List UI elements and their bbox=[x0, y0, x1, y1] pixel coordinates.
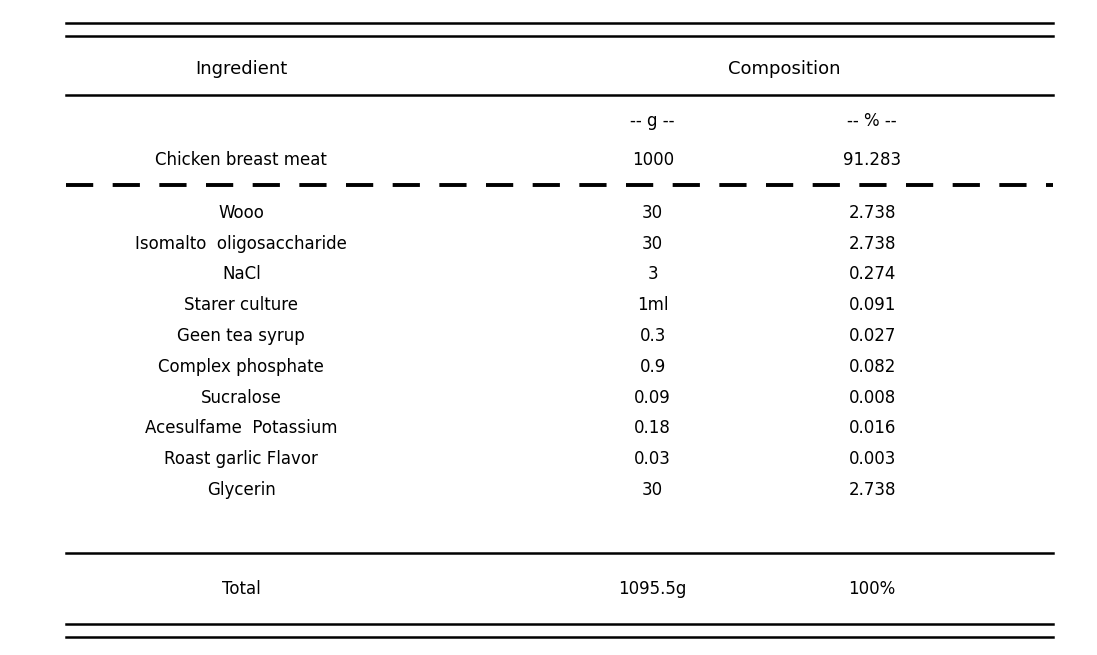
Text: Geen tea syrup: Geen tea syrup bbox=[178, 327, 305, 345]
Text: 0.027: 0.027 bbox=[848, 327, 896, 345]
Text: 0.3: 0.3 bbox=[640, 327, 666, 345]
Text: 3: 3 bbox=[647, 265, 658, 284]
Text: 1ml: 1ml bbox=[637, 296, 668, 314]
Text: 0.18: 0.18 bbox=[634, 419, 671, 438]
Text: Ingredient: Ingredient bbox=[195, 60, 287, 78]
Text: -- g --: -- g -- bbox=[631, 112, 675, 130]
Text: Roast garlic Flavor: Roast garlic Flavor bbox=[165, 450, 318, 468]
Text: Composition: Composition bbox=[728, 60, 840, 78]
Text: 0.016: 0.016 bbox=[848, 419, 896, 438]
Text: 1000: 1000 bbox=[632, 151, 674, 170]
Text: 2.738: 2.738 bbox=[848, 234, 896, 253]
Text: 2.738: 2.738 bbox=[848, 481, 896, 499]
Text: Chicken breast meat: Chicken breast meat bbox=[156, 151, 327, 170]
Text: 91.283: 91.283 bbox=[844, 151, 901, 170]
Text: 0.274: 0.274 bbox=[848, 265, 896, 284]
Text: Glycerin: Glycerin bbox=[207, 481, 275, 499]
Text: 30: 30 bbox=[642, 234, 664, 253]
Text: Acesulfame  Potassium: Acesulfame Potassium bbox=[145, 419, 338, 438]
Text: 0.09: 0.09 bbox=[634, 388, 671, 407]
Text: 0.008: 0.008 bbox=[848, 388, 896, 407]
Text: 0.9: 0.9 bbox=[640, 358, 666, 376]
Text: 100%: 100% bbox=[848, 580, 896, 599]
Text: 30: 30 bbox=[642, 204, 664, 222]
Text: Complex phosphate: Complex phosphate bbox=[158, 358, 325, 376]
Text: Starer culture: Starer culture bbox=[184, 296, 298, 314]
Text: Sucralose: Sucralose bbox=[201, 388, 282, 407]
Text: 30: 30 bbox=[642, 481, 664, 499]
Text: Isomalto  oligosaccharide: Isomalto oligosaccharide bbox=[135, 234, 348, 253]
Text: 0.03: 0.03 bbox=[634, 450, 671, 468]
Text: 0.082: 0.082 bbox=[848, 358, 896, 376]
Text: NaCl: NaCl bbox=[222, 265, 261, 284]
Text: Total: Total bbox=[222, 580, 261, 599]
Text: Wooo: Wooo bbox=[218, 204, 264, 222]
Text: 0.003: 0.003 bbox=[848, 450, 896, 468]
Text: -- % --: -- % -- bbox=[847, 112, 897, 130]
Text: 1095.5g: 1095.5g bbox=[619, 580, 687, 599]
Text: 0.091: 0.091 bbox=[848, 296, 896, 314]
Text: 2.738: 2.738 bbox=[848, 204, 896, 222]
